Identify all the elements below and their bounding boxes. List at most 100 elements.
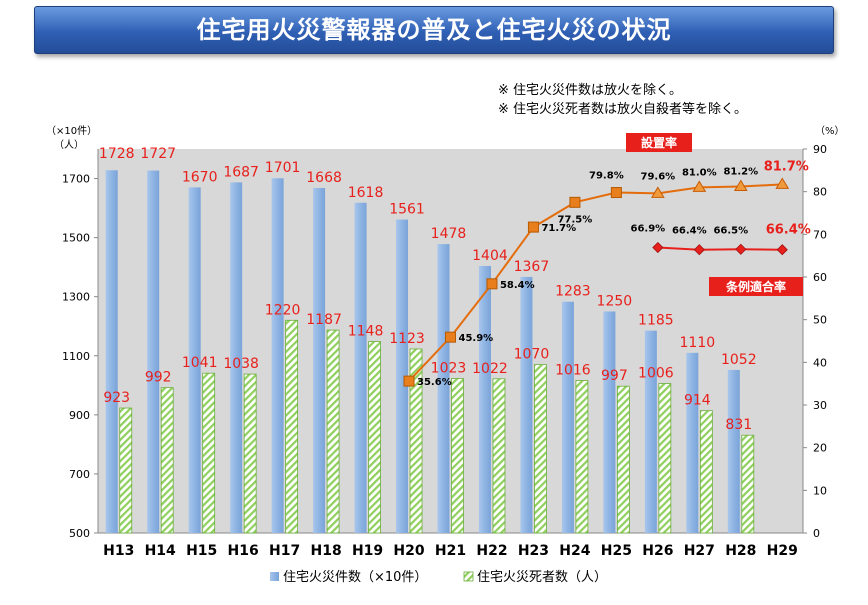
setting-rate-label: 77.5% — [558, 214, 593, 225]
left-tick-label: 1500 — [62, 232, 90, 245]
bar-fire-deaths — [368, 341, 381, 534]
left-axis-unit-bottom: （人） — [54, 139, 84, 151]
setting-rate-marker — [569, 196, 581, 208]
bar-fire-count — [478, 265, 491, 533]
x-tick-label: H18 — [310, 543, 341, 559]
compliance-rate-label: 66.4% — [672, 226, 707, 237]
x-tick-label: H17 — [269, 543, 300, 559]
setting-rate-marker — [733, 179, 748, 192]
bar-fire-count — [396, 219, 409, 533]
setting-rate-label: 35.6% — [417, 377, 452, 388]
bar-fire-count-label: 1052 — [721, 352, 757, 368]
setting-rate-marker — [775, 177, 790, 189]
bar-fire-deaths-label: 1187 — [306, 312, 342, 328]
right-tick-label: 40 — [813, 356, 827, 369]
bar-fire-count — [437, 244, 450, 534]
bar-fire-count-label: 1367 — [514, 259, 550, 275]
setting-rate-marker — [650, 186, 665, 198]
bar-fire-count-label: 1110 — [680, 335, 716, 351]
bar-fire-deaths — [409, 348, 423, 534]
right-tick-label: 0 — [813, 527, 820, 540]
bar-fire-deaths-label: 1022 — [472, 361, 508, 377]
bar-fire-deaths — [119, 407, 133, 534]
bar-fire-count-label: 1701 — [265, 160, 301, 176]
compliance-rate-marker — [652, 241, 664, 254]
left-axis-unit-top: （×10件） — [46, 125, 97, 137]
compliance-rate-marker — [735, 243, 747, 255]
setting-rate-marker — [692, 180, 707, 192]
setting-rate-label: 81.2% — [723, 167, 758, 178]
legend-label-fire-count: 住宅火災件数（×10件） — [283, 570, 427, 585]
x-tick-label: H27 — [684, 543, 715, 559]
bar-fire-count-label: 1561 — [389, 202, 425, 218]
bar-fire-deaths-label: 831 — [725, 417, 752, 433]
bar-fire-deaths-label: 992 — [145, 370, 172, 386]
bar-fire-count-label: 1668 — [306, 170, 342, 186]
bar-fire-deaths — [243, 373, 257, 534]
left-tick-label: 700 — [69, 468, 90, 481]
right-tick-label: 60 — [813, 271, 827, 284]
bar-fire-count — [271, 178, 284, 533]
bar-fire-deaths-label: 997 — [601, 368, 628, 384]
left-tick-label: 500 — [69, 527, 90, 540]
x-tick-label: H24 — [559, 543, 590, 559]
compliance-rate-label: 66.4% — [766, 223, 811, 238]
x-tick-label: H14 — [145, 543, 176, 559]
x-tick-label: H29 — [767, 543, 798, 559]
bar-fire-deaths — [658, 383, 672, 534]
setting-rate-tag-box — [626, 133, 692, 152]
bar-fire-count — [188, 187, 201, 533]
bar-fire-count-label: 1250 — [597, 293, 633, 309]
bar-fire-deaths — [616, 385, 630, 534]
legend-swatch-fire-count — [270, 572, 279, 581]
bar-fire-count — [313, 187, 326, 533]
left-tick-label: 1100 — [62, 350, 90, 363]
compliance-rate-marker — [693, 244, 705, 256]
setting-rate-marker — [527, 221, 539, 233]
setting-rate-label: 58.4% — [500, 280, 535, 291]
bar-fire-deaths-label: 923 — [103, 390, 130, 406]
setting-rate-label: 79.8% — [589, 171, 624, 182]
right-tick-label: 30 — [813, 399, 827, 412]
x-tick-label: H19 — [352, 543, 383, 559]
bar-fire-deaths-label: 1038 — [223, 356, 259, 372]
bar-fire-count-label: 1283 — [555, 284, 591, 300]
x-tick-label: H15 — [186, 543, 217, 559]
compliance-rate-tag-box — [709, 277, 803, 296]
setting-rate-marker — [486, 278, 498, 290]
x-tick-label: H26 — [642, 543, 673, 559]
x-tick-label: H13 — [103, 543, 134, 559]
bar-fire-count-label: 1670 — [182, 169, 218, 185]
note-suicide: ※ 住宅火災死者数は放火自殺者等を除く。 — [498, 102, 748, 117]
bar-fire-deaths — [741, 434, 755, 534]
bar-fire-deaths — [451, 378, 464, 534]
left-tick-label: 1700 — [62, 173, 90, 186]
left-tick-label: 1300 — [62, 291, 90, 304]
bar-fire-count-label: 1687 — [223, 164, 259, 180]
bar-fire-count — [603, 311, 616, 533]
bar-fire-count-label: 1727 — [140, 146, 176, 162]
bar-fire-deaths-label: 1006 — [638, 366, 674, 382]
bar-fire-deaths-label: 1041 — [182, 355, 218, 371]
bar-fire-count-label: 1404 — [472, 248, 508, 264]
right-tick-label: 80 — [813, 186, 827, 199]
bar-fire-deaths-label: 1148 — [348, 324, 384, 340]
bar-fire-count — [727, 369, 740, 533]
right-tick-label: 20 — [813, 442, 827, 455]
compliance-rate-tag: 条例適合率 — [725, 279, 786, 294]
bar-fire-deaths — [160, 387, 174, 534]
bar-fire-deaths — [285, 319, 299, 534]
x-tick-label: H22 — [476, 543, 507, 559]
left-tick-label: 900 — [69, 409, 90, 422]
compliance-rate-marker — [776, 244, 788, 256]
setting-rate-label: 71.7% — [541, 223, 576, 234]
bar-fire-count — [354, 202, 367, 533]
setting-rate-label: 81.7% — [764, 159, 809, 174]
x-tick-label: H23 — [518, 543, 549, 559]
compliance-rate-label: 66.9% — [631, 224, 666, 235]
bar-fire-deaths-label: 1123 — [389, 331, 425, 347]
right-tick-label: 70 — [813, 228, 827, 241]
setting-rate-marker — [403, 375, 415, 387]
setting-rate-tag: 設置率 — [641, 135, 677, 150]
